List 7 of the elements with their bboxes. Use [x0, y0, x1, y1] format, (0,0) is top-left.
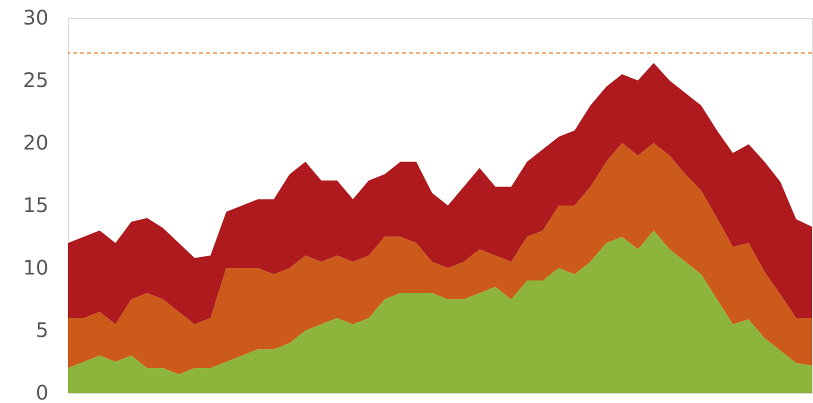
- y-tick-label: 25: [23, 68, 48, 92]
- y-tick-label: 0: [36, 380, 48, 403]
- y-tick-label: 20: [23, 130, 48, 154]
- y-tick-label: 15: [23, 193, 48, 217]
- y-tick-label: 30: [23, 6, 48, 30]
- y-tick-label: 10: [23, 256, 48, 280]
- y-tick-label: 5: [36, 318, 48, 342]
